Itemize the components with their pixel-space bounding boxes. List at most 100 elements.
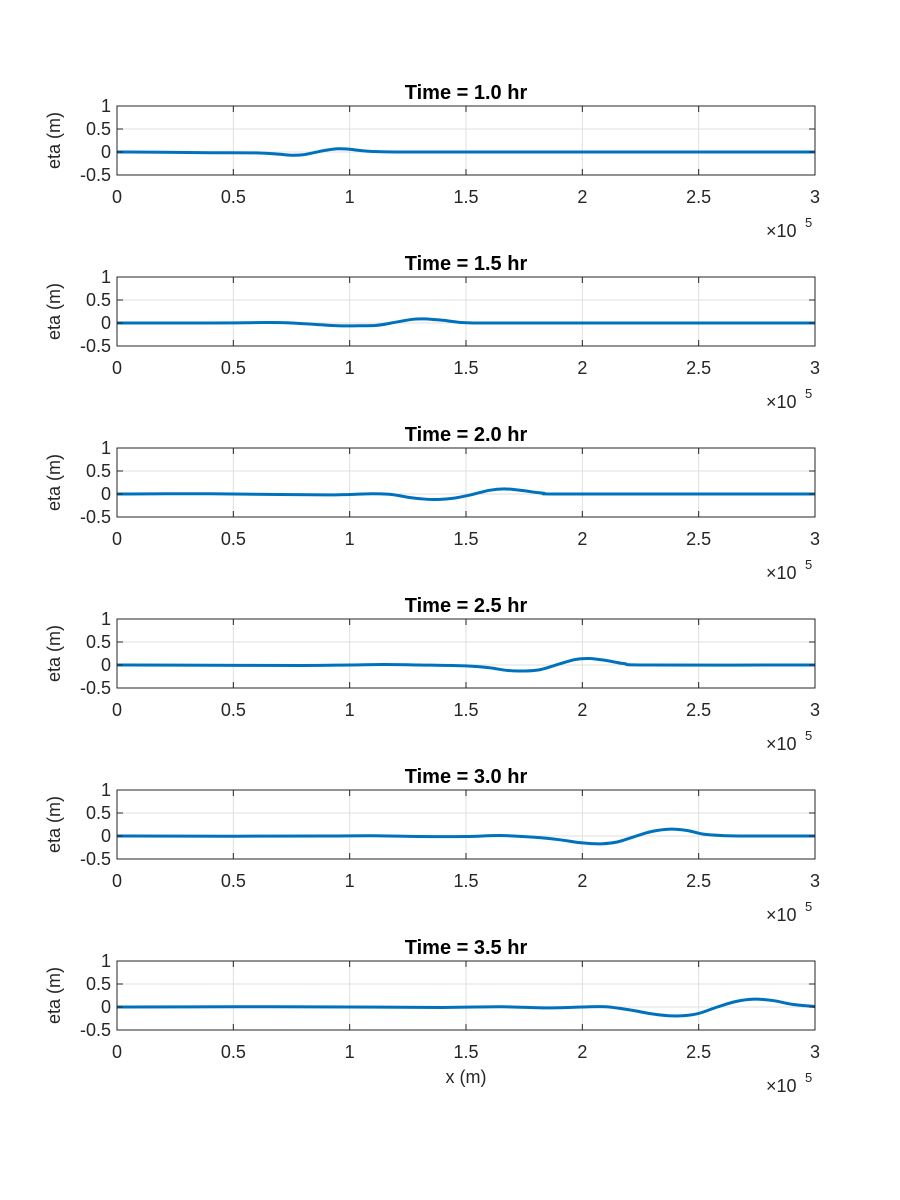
x-exponent-power: 5 bbox=[805, 1070, 812, 1085]
y-tick-label: 0 bbox=[101, 484, 111, 504]
x-tick-label: 3 bbox=[810, 871, 820, 891]
x-tick-label: 3 bbox=[810, 1042, 820, 1062]
y-tick-label: 0 bbox=[101, 142, 111, 162]
y-axis-label: eta (m) bbox=[44, 967, 64, 1024]
y-axis-label: eta (m) bbox=[44, 625, 64, 682]
x-tick-label: 1.5 bbox=[453, 700, 478, 720]
y-tick-label: 1 bbox=[101, 267, 111, 287]
series-line bbox=[116, 827, 816, 846]
y-tick-label: 1 bbox=[101, 438, 111, 458]
y-tick-label: 1 bbox=[101, 609, 111, 629]
x-tick-label: 1 bbox=[345, 529, 355, 549]
x-tick-label: 1 bbox=[345, 1042, 355, 1062]
x-tick-label: 0.5 bbox=[221, 529, 246, 549]
subplot-title: Time = 2.5 hr bbox=[405, 595, 528, 617]
subplot-title: Time = 1.5 hr bbox=[405, 253, 528, 275]
series-line bbox=[116, 317, 815, 328]
y-tick-label: -0.5 bbox=[80, 1020, 111, 1040]
x-tick-label: 0 bbox=[112, 187, 122, 207]
y-tick-label: 0.5 bbox=[86, 803, 111, 823]
x-exponent-power: 5 bbox=[805, 215, 812, 230]
y-tick-label: 0 bbox=[101, 313, 111, 333]
x-exponent-multiplier: ×10 bbox=[766, 563, 797, 583]
y-tick-label: 0.5 bbox=[86, 974, 111, 994]
x-tick-label: 0.5 bbox=[221, 700, 246, 720]
x-tick-label: 1.5 bbox=[453, 1042, 478, 1062]
x-tick-label: 2.5 bbox=[686, 871, 711, 891]
subplot-title: Time = 2.0 hr bbox=[405, 424, 528, 446]
x-axis-label: x (m) bbox=[446, 1067, 487, 1087]
y-tick-label: 1 bbox=[101, 780, 111, 800]
y-tick-label: -0.5 bbox=[80, 336, 111, 356]
x-exponent-power: 5 bbox=[805, 728, 812, 743]
x-exponent-multiplier: ×10 bbox=[766, 905, 797, 925]
series-line bbox=[116, 657, 816, 673]
x-tick-label: 0 bbox=[112, 1042, 122, 1062]
y-axis-label: eta (m) bbox=[44, 796, 64, 853]
x-tick-label: 2.5 bbox=[686, 187, 711, 207]
x-tick-label: 3 bbox=[810, 700, 820, 720]
x-tick-label: 2 bbox=[577, 700, 587, 720]
x-exponent-multiplier: ×10 bbox=[766, 392, 797, 412]
x-tick-label: 1 bbox=[345, 358, 355, 378]
x-exponent-multiplier: ×10 bbox=[766, 1076, 797, 1096]
x-tick-label: 1 bbox=[345, 187, 355, 207]
x-tick-label: 1.5 bbox=[453, 187, 478, 207]
y-tick-label: 0.5 bbox=[86, 461, 111, 481]
y-tick-label: 0.5 bbox=[86, 632, 111, 652]
y-tick-label: -0.5 bbox=[80, 678, 111, 698]
x-exponent-power: 5 bbox=[805, 557, 812, 572]
x-exponent-multiplier: ×10 bbox=[766, 734, 797, 754]
y-axis-label: eta (m) bbox=[44, 112, 64, 169]
x-tick-label: 1.5 bbox=[453, 871, 478, 891]
x-tick-label: 2.5 bbox=[686, 1042, 711, 1062]
y-tick-label: -0.5 bbox=[80, 507, 111, 527]
x-tick-label: 0 bbox=[112, 871, 122, 891]
x-tick-label: 2.5 bbox=[686, 358, 711, 378]
x-tick-label: 2 bbox=[577, 1042, 587, 1062]
x-tick-label: 0.5 bbox=[221, 871, 246, 891]
y-tick-label: 1 bbox=[101, 96, 111, 116]
y-axis-label: eta (m) bbox=[44, 283, 64, 340]
x-tick-label: 1 bbox=[345, 871, 355, 891]
x-tick-label: 1.5 bbox=[453, 529, 478, 549]
x-tick-label: 0 bbox=[112, 358, 122, 378]
y-tick-label: -0.5 bbox=[80, 849, 111, 869]
y-tick-label: 0.5 bbox=[86, 290, 111, 310]
x-tick-label: 1 bbox=[345, 700, 355, 720]
x-exponent-multiplier: ×10 bbox=[766, 221, 797, 241]
y-tick-label: 0 bbox=[101, 655, 111, 675]
subplot-title: Time = 3.5 hr bbox=[405, 937, 528, 959]
x-tick-label: 3 bbox=[810, 358, 820, 378]
x-tick-label: 2 bbox=[577, 358, 587, 378]
x-exponent-power: 5 bbox=[805, 899, 812, 914]
y-axis-label: eta (m) bbox=[44, 454, 64, 511]
x-tick-label: 0 bbox=[112, 529, 122, 549]
x-tick-label: 0 bbox=[112, 700, 122, 720]
y-tick-label: 0.5 bbox=[86, 119, 111, 139]
x-tick-label: 0.5 bbox=[221, 1042, 246, 1062]
x-tick-label: 2 bbox=[577, 187, 587, 207]
x-tick-label: 1.5 bbox=[453, 358, 478, 378]
y-tick-label: -0.5 bbox=[80, 165, 111, 185]
x-tick-label: 3 bbox=[810, 529, 820, 549]
y-tick-label: 0 bbox=[101, 997, 111, 1017]
subplot-title: Time = 1.0 hr bbox=[405, 82, 528, 104]
series-line bbox=[116, 147, 815, 157]
x-tick-label: 2 bbox=[577, 871, 587, 891]
x-tick-label: 0.5 bbox=[221, 187, 246, 207]
x-tick-label: 3 bbox=[810, 187, 820, 207]
x-tick-label: 2 bbox=[577, 529, 587, 549]
x-tick-label: 0.5 bbox=[221, 358, 246, 378]
x-tick-label: 2.5 bbox=[686, 700, 711, 720]
series-line bbox=[116, 997, 816, 1018]
x-exponent-power: 5 bbox=[805, 386, 812, 401]
